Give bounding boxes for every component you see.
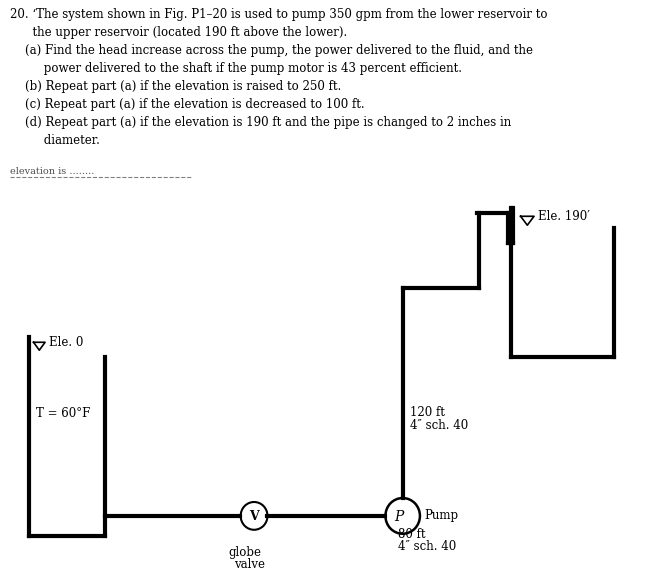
Text: P: P: [394, 510, 403, 524]
Text: Pump: Pump: [425, 509, 459, 523]
Text: Ele. 190′: Ele. 190′: [538, 210, 590, 223]
Text: V: V: [249, 511, 259, 523]
Text: globe: globe: [228, 545, 261, 559]
Text: Ele. 0: Ele. 0: [49, 336, 84, 349]
Text: 4″ sch. 40: 4″ sch. 40: [410, 419, 468, 432]
Text: 120 ft: 120 ft: [410, 406, 446, 419]
Text: 4″ sch. 40: 4″ sch. 40: [398, 540, 456, 553]
Text: 20. ‘The system shown in Fig. P1–20 is used to pump 350 gpm from the lower reser: 20. ‘The system shown in Fig. P1–20 is u…: [9, 8, 547, 147]
Text: elevation is ........: elevation is ........: [9, 167, 94, 175]
Text: valve: valve: [234, 558, 265, 571]
Text: T = 60°F: T = 60°F: [37, 407, 91, 419]
Text: 80 ft: 80 ft: [398, 528, 426, 541]
